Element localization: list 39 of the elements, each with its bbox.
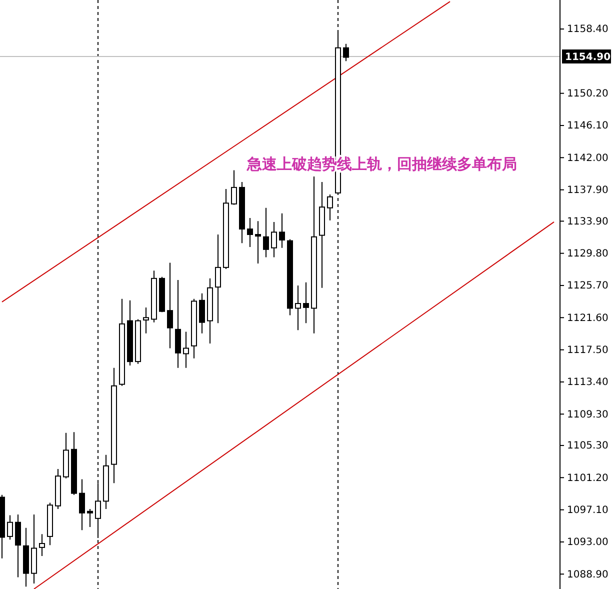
candlestick — [7, 514, 13, 540]
y-tick-label: 1109.30 — [567, 409, 608, 420]
candlestick — [199, 292, 205, 334]
candlestick — [87, 508, 93, 528]
candlestick — [215, 234, 221, 324]
y-tick-label: 1097.10 — [567, 504, 608, 516]
y-tick-label: 1137.90 — [567, 185, 608, 196]
candlestick — [303, 282, 309, 324]
y-tick-label: 1101.20 — [567, 472, 608, 484]
candlestick — [295, 284, 301, 331]
candlestick — [143, 306, 149, 334]
candlestick — [79, 478, 85, 531]
y-tick-label: 1088.90 — [567, 569, 608, 580]
y-tick-label: 1150.20 — [567, 88, 608, 100]
ref-line-label: 1154.90 — [565, 52, 611, 63]
candlestick — [279, 212, 285, 248]
y-tick-label: 1093.00 — [567, 537, 608, 548]
y-tick-label: 1121.60 — [567, 312, 608, 324]
y-tick-label: 1129.80 — [567, 248, 608, 260]
y-tick-label: 1133.90 — [567, 216, 608, 228]
candlestick — [247, 218, 253, 248]
candlestick — [255, 220, 261, 264]
candlestick — [183, 331, 189, 368]
candlestick — [167, 262, 173, 349]
candlestick — [263, 207, 269, 258]
candlestick — [231, 170, 237, 206]
y-tick-label: 1142.00 — [567, 152, 608, 164]
candlestick — [271, 221, 277, 258]
candlestick — [343, 43, 349, 62]
y-tick-label: 1113.40 — [567, 377, 608, 388]
y-tick-label: 1146.10 — [567, 120, 608, 132]
candlestick — [175, 279, 181, 368]
y-tick-label: 1158.40 — [567, 24, 608, 36]
y-tick-label: 1125.70 — [567, 280, 608, 292]
y-tick-label: 1105.30 — [567, 440, 608, 452]
candlestick — [15, 514, 21, 578]
y-tick-label: 1117.50 — [567, 344, 608, 356]
candlestick — [39, 534, 45, 557]
candlestick — [327, 194, 333, 221]
